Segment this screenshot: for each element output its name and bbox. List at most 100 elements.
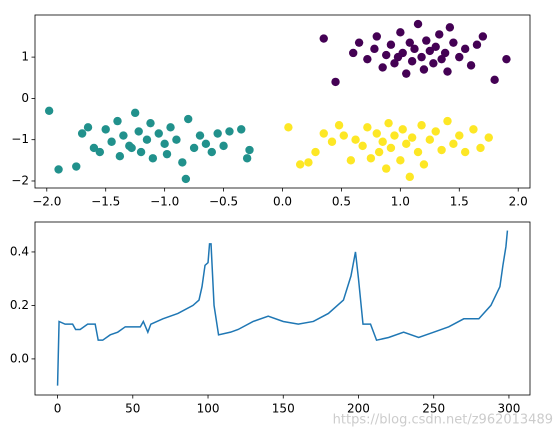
point [449,139,458,149]
point [142,135,152,144]
x-tick-label: 0.5 [332,195,351,209]
point [44,106,54,115]
point [484,133,493,142]
x-tick-label: −2.0 [32,195,61,209]
point [351,135,360,144]
axes-frame [34,221,531,396]
point [435,30,444,39]
y-tick-label: 0.2 [10,298,29,312]
x-tick-label: 0 [54,402,62,416]
point [429,59,438,68]
y-tick-label: 1 [21,50,29,64]
point [372,129,381,138]
point [349,48,358,58]
point [319,129,328,138]
point [127,143,136,153]
point [443,116,452,126]
point [437,145,446,155]
point [331,77,340,87]
point [476,143,485,153]
x-tick-label: −0.5 [209,195,238,209]
point [472,40,482,49]
point [396,156,405,165]
point [219,141,228,151]
point [378,63,387,72]
point [319,34,328,43]
point [405,172,414,182]
point [119,131,128,140]
point [384,118,393,128]
point [346,156,356,165]
point [425,135,435,144]
point [382,50,391,60]
point [402,69,411,78]
point [339,131,348,140]
y-tick-label: 0 [21,91,29,105]
point [413,19,423,29]
point [334,121,344,130]
point [146,118,155,128]
point [393,52,403,62]
point [449,38,458,47]
point [390,131,399,140]
y-tick-label: −1 [11,132,29,146]
point [431,42,440,51]
point [469,125,478,134]
point [195,131,205,140]
x-tick-label: −1.5 [91,195,120,209]
point [189,143,199,153]
point [490,75,499,85]
point [390,59,399,68]
point [154,129,163,138]
point [311,147,320,157]
point [407,133,417,142]
point [162,149,172,159]
x-tick-label: −1.0 [150,195,179,209]
y-tick-label: 0.0 [10,351,29,365]
point [363,123,372,132]
point [136,147,146,157]
point [72,162,81,171]
point [201,139,211,149]
point [95,147,105,157]
point [422,36,431,45]
x-tick-label: 100 [197,402,220,416]
watermark: https://blog.csdn.net/z962013489 [333,413,553,428]
x-tick-label: 50 [125,402,140,416]
x-tick-label: 250 [422,402,445,416]
point [419,160,429,169]
point [237,125,246,134]
point [402,139,411,149]
point [370,44,379,54]
point [83,123,93,132]
point [225,127,234,136]
x-tick-label: 2.0 [509,195,528,209]
point [77,129,87,138]
point [178,158,187,167]
point [437,54,446,64]
point [242,154,252,163]
point [455,52,464,62]
point [184,114,193,124]
point [284,123,293,132]
point [466,61,476,70]
point [440,48,450,58]
point [445,23,455,32]
point [405,38,414,47]
point [89,143,99,153]
x-tick-label: 1.5 [450,195,469,209]
line [56,230,509,386]
point [295,160,305,169]
x-tick-label: 200 [347,402,370,416]
point [417,52,426,62]
point [134,127,143,136]
point [213,129,222,138]
point [382,164,391,173]
point [431,127,440,136]
point [460,44,470,54]
point [101,125,110,134]
x-tick-label: 150 [272,402,295,416]
point [327,137,337,146]
point [425,46,435,56]
